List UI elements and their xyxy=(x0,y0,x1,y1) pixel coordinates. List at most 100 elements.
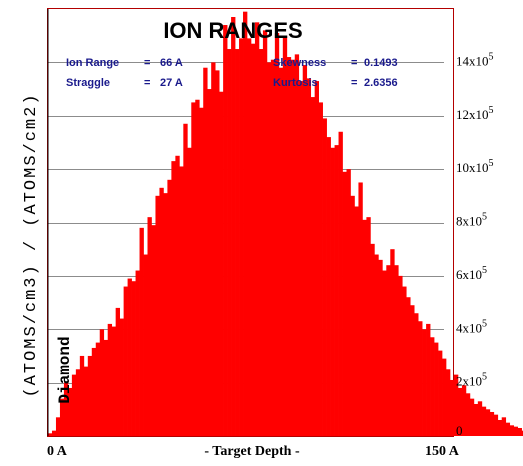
histogram-bar xyxy=(115,307,120,436)
histogram-bar xyxy=(326,137,331,436)
histogram-bar xyxy=(414,313,419,436)
histogram-bar xyxy=(473,403,479,436)
histogram-bar xyxy=(67,387,73,436)
histogram-bar xyxy=(87,355,93,436)
straggle-label: Straggle xyxy=(66,77,110,89)
y-tick-label: 8x105 xyxy=(456,212,487,229)
histogram-bar xyxy=(111,326,117,436)
histogram-bar xyxy=(227,49,232,436)
histogram-bar xyxy=(79,355,85,436)
histogram-bar xyxy=(211,62,216,437)
histogram-bar xyxy=(254,22,260,437)
histogram-bar xyxy=(465,393,471,436)
histogram-bar xyxy=(390,249,395,436)
histogram-bar xyxy=(215,70,220,436)
straggle-equals: = xyxy=(144,77,150,89)
y-tick-label: 4x105 xyxy=(456,318,487,335)
histogram-bar xyxy=(135,270,140,436)
histogram-bar xyxy=(163,193,168,436)
histogram-bar xyxy=(461,385,467,436)
histogram-bar xyxy=(354,206,359,436)
histogram-bar xyxy=(274,33,280,437)
histogram-bar xyxy=(306,78,312,436)
skewness-label: Skewness xyxy=(273,57,326,69)
kurtosis-label: Kurtosis xyxy=(273,77,318,89)
histogram-bar xyxy=(247,38,252,437)
histogram-bar xyxy=(489,411,495,436)
histogram-bar xyxy=(199,107,204,437)
histogram-bar xyxy=(358,182,363,436)
skewness-equals: = xyxy=(351,57,357,69)
histogram-bar xyxy=(330,147,335,436)
histogram-bar xyxy=(394,265,399,436)
histogram-bar xyxy=(147,217,152,436)
histogram-bar xyxy=(442,358,447,436)
histogram-bar xyxy=(430,337,435,436)
histogram-bar xyxy=(434,342,439,436)
histogram-bar xyxy=(438,350,443,436)
histogram-bar xyxy=(223,25,228,436)
histogram-bar xyxy=(107,323,113,436)
histogram-bar xyxy=(449,379,455,436)
histogram-bar xyxy=(453,374,459,436)
histogram-bar xyxy=(151,225,156,436)
ion-range-value: 66 A xyxy=(160,57,183,69)
histogram-bar xyxy=(334,145,339,437)
histogram-bar xyxy=(83,366,89,436)
histogram-bar xyxy=(282,35,288,436)
histogram-bar xyxy=(55,417,61,436)
kurtosis-value: 2.6356 xyxy=(364,77,398,89)
histogram-bar xyxy=(485,409,491,436)
histogram-bar xyxy=(99,329,105,436)
histogram-bar xyxy=(513,426,518,436)
histogram-bar xyxy=(521,430,523,436)
histogram-bar xyxy=(51,430,57,436)
y-axis-label: (ATOMS/cm3) / (ATOMS/cm2) xyxy=(22,92,41,397)
histogram-bar xyxy=(322,118,327,437)
histogram-bar xyxy=(346,169,351,437)
histogram-bar xyxy=(235,49,240,436)
histogram-bar xyxy=(410,305,415,436)
y-tick-label: 12x105 xyxy=(456,105,494,122)
histogram-bar xyxy=(418,321,423,436)
histogram-bar xyxy=(139,227,144,436)
histogram-bar xyxy=(123,286,128,436)
histogram-bar xyxy=(167,179,172,437)
histogram-bar xyxy=(310,97,316,436)
histogram-bar xyxy=(446,369,451,436)
x-start-label: 0 A xyxy=(47,444,68,459)
histogram-bar xyxy=(183,123,188,436)
histogram-bar xyxy=(294,54,300,437)
x-end-label: 150 A xyxy=(425,444,460,459)
histogram-bar xyxy=(103,339,109,436)
y-tick-label: 2x105 xyxy=(456,372,487,389)
histogram-bar xyxy=(266,62,272,437)
histogram-bar xyxy=(350,195,355,436)
histogram-bar xyxy=(314,81,319,436)
histogram-bar xyxy=(342,171,347,437)
histogram-bar xyxy=(426,323,431,436)
histogram-bar xyxy=(48,433,53,436)
histogram-bar xyxy=(374,254,379,436)
histogram-bar xyxy=(497,419,503,436)
histogram-bar xyxy=(286,57,292,436)
ion-range-equals: = xyxy=(144,57,150,69)
histogram-bar xyxy=(501,417,507,436)
skewness-value: 0.1493 xyxy=(364,57,398,69)
histogram-bar xyxy=(262,30,268,436)
histogram-bar xyxy=(270,59,276,437)
stats-block: Ion Range = 66 A Straggle = 27 A Skewnes… xyxy=(66,57,398,89)
kurtosis-equals: = xyxy=(351,77,357,89)
histogram-bars xyxy=(48,11,523,437)
histogram-bar xyxy=(493,414,499,436)
straggle-value: 27 A xyxy=(160,77,183,89)
histogram-bar xyxy=(366,217,371,436)
histogram-bar xyxy=(278,67,284,437)
histogram-bar xyxy=(243,11,248,436)
y-tick-label: 10x105 xyxy=(456,158,494,175)
histogram-bar xyxy=(59,398,65,436)
histogram-bar xyxy=(159,187,164,436)
histogram-bar xyxy=(239,38,244,437)
histogram-bar xyxy=(171,161,176,436)
